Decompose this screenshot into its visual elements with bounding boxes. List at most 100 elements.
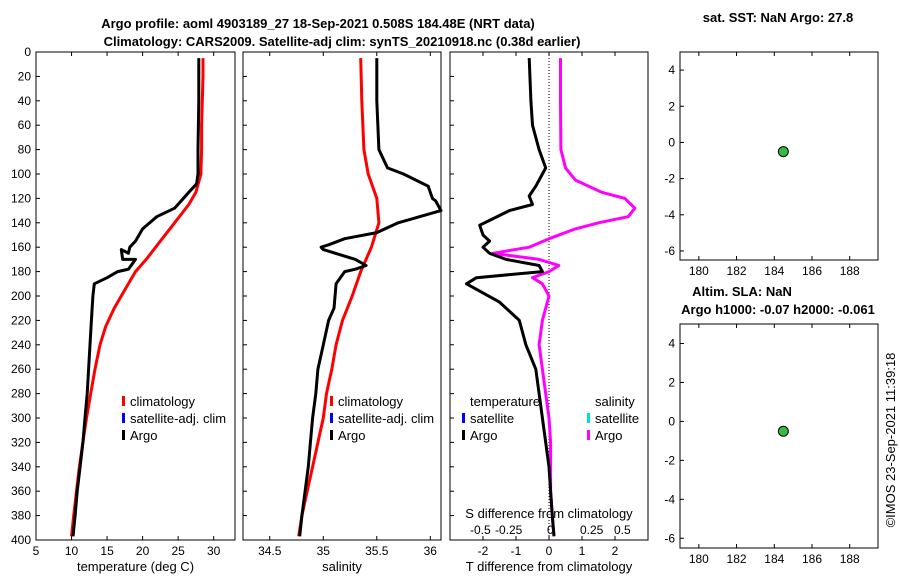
depth-tick-label: 300: [11, 411, 31, 425]
depth-tick-label: 340: [11, 460, 31, 474]
difference-legend-temperature-title: temperature: [470, 394, 540, 409]
salinity-legend-argo-swatch: [330, 430, 333, 440]
salinity-legend-climatology-label: climatology: [338, 394, 404, 409]
sst-panel-frame: [679, 51, 879, 261]
difference-legend-temperature-satellite-swatch: [462, 413, 465, 423]
salinity-xtick-label: 35.5: [365, 544, 389, 558]
sla-xtick-label: 182: [727, 552, 747, 566]
salinity-legend-satellite-label: satellite-adj. clim: [338, 411, 434, 426]
salinity-climatology-line: [297, 58, 381, 537]
sla-ytick-label: 2: [668, 375, 675, 389]
depth-tick-label: 160: [11, 240, 31, 254]
sst-xtick-label: 182: [727, 264, 747, 278]
difference-xtick-label: 2: [612, 544, 619, 558]
difference-salinity-argo-line: [491, 58, 637, 537]
temperature-legend-argo-label: Argo: [130, 428, 157, 443]
temperature-legend-argo-swatch: [122, 430, 125, 440]
sla-ytick-label: -6: [664, 531, 675, 545]
sst-xtick-label: 184: [764, 264, 784, 278]
salinity-argo-line: [298, 58, 443, 537]
salinity-legend-satellite-swatch: [330, 413, 333, 423]
temperature-legend-satellite-swatch: [122, 413, 125, 423]
sst-ytick-label: -6: [664, 244, 675, 258]
figure-title-line2: Climatology: CARS2009. Satellite-adj cli…: [104, 34, 581, 49]
figure-title-line1: Argo profile: aoml 4903189_27 18-Sep-202…: [101, 16, 535, 31]
temperature-climatology-line: [70, 58, 205, 537]
sla-ytick-label: 4: [668, 336, 675, 350]
salinity-xtick-label: 35: [317, 544, 331, 558]
sst-xtick-label: 186: [802, 264, 822, 278]
difference-legend-temperature-satellite-label: satellite: [470, 411, 514, 426]
difference-legend-salinity-argo-swatch: [587, 430, 590, 440]
difference-legend-temperature-argo-label: Argo: [470, 428, 497, 443]
temperature-xtick-label: 5: [33, 544, 40, 558]
difference-xtick2-label: 0.25: [580, 523, 604, 537]
imos-watermark: ©IMOS 23-Sep-2021 11:39:18: [883, 353, 898, 528]
sst-ytick-label: -4: [664, 208, 675, 222]
temperature-legend-satellite-label: satellite-adj. clim: [130, 411, 226, 426]
difference-xtick2-label: -0.5: [470, 523, 491, 537]
depth-tick-label: 0: [24, 45, 31, 59]
sst-ytick-label: -2: [664, 172, 675, 186]
difference-temperature-argo-line: [465, 58, 556, 537]
sla-ytick-label: 0: [668, 414, 675, 428]
depth-tick-label: 100: [11, 167, 31, 181]
sst-ytick-label: 4: [668, 63, 675, 77]
difference-xlabel: T difference from climatology: [466, 559, 633, 574]
depth-tick-label: 320: [11, 435, 31, 449]
temperature-xtick-label: 15: [100, 544, 114, 558]
sst-argo-position-marker: [777, 146, 789, 158]
sla-xtick-label: 180: [689, 552, 709, 566]
sla-panel-title-line2: Argo h1000: -0.07 h2000: -0.061: [681, 302, 875, 317]
salinity-xtick-label: 36: [424, 544, 438, 558]
depth-tick-label: 80: [18, 143, 32, 157]
sla-ytick-label: -4: [664, 492, 675, 506]
depth-tick-label: 120: [11, 191, 31, 205]
difference-legend-temperature-argo-swatch: [462, 430, 465, 440]
depth-tick-label: 60: [18, 118, 32, 132]
difference-xtick-label: -1: [511, 544, 522, 558]
difference-xtick-label: 1: [579, 544, 586, 558]
temperature-xtick-label: 10: [65, 544, 79, 558]
difference-legend-salinity-satellite-swatch: [587, 413, 590, 423]
temperature-panel-frame: [35, 51, 236, 541]
salinity-xtick-label: 34.5: [258, 544, 282, 558]
sst-xtick-label: 188: [840, 264, 860, 278]
salinity-xlabel: salinity: [322, 559, 362, 574]
difference-xlabel2: S difference from climatology: [465, 506, 633, 521]
difference-legend-salinity-satellite-label: satellite: [595, 411, 639, 426]
salinity-panel-frame: [242, 51, 442, 541]
salinity-legend-climatology-swatch: [330, 396, 333, 406]
depth-tick-label: 260: [11, 362, 31, 376]
sla-ytick-label: -2: [664, 453, 675, 467]
difference-xtick2-label: 0: [547, 523, 554, 537]
temperature-legend-climatology-label: climatology: [130, 394, 196, 409]
temperature-xtick-label: 25: [171, 544, 185, 558]
sla-xtick-label: 188: [840, 552, 860, 566]
sla-argo-position-marker: [777, 425, 789, 437]
sst-ytick-label: 0: [668, 135, 675, 149]
depth-tick-label: 220: [11, 313, 31, 327]
depth-tick-label: 360: [11, 484, 31, 498]
depth-tick-label: 200: [11, 289, 31, 303]
depth-tick-label: 140: [11, 216, 31, 230]
temperature-xtick-label: 20: [136, 544, 150, 558]
difference-xtick-label: 0: [546, 544, 553, 558]
difference-xtick2-label: -0.25: [495, 523, 523, 537]
difference-xtick2-label: 0.5: [614, 523, 631, 537]
depth-tick-label: 400: [11, 533, 31, 547]
temperature-xlabel: temperature (deg C): [77, 559, 194, 574]
sla-panel-frame: [679, 323, 879, 549]
depth-tick-label: 40: [18, 94, 32, 108]
depth-tick-label: 180: [11, 265, 31, 279]
salinity-legend-argo-label: Argo: [338, 428, 365, 443]
temperature-legend-climatology-swatch: [122, 396, 125, 406]
depth-tick-label: 240: [11, 338, 31, 352]
sla-xtick-label: 184: [764, 552, 784, 566]
depth-tick-label: 280: [11, 387, 31, 401]
chart-layer: 0204060801001201401601802002202402602803…: [11, 45, 879, 574]
sla-panel-title-line1: Altim. SLA: NaN: [692, 284, 792, 299]
sst-panel-title: sat. SST: NaN Argo: 27.8: [703, 10, 854, 25]
sla-xtick-label: 186: [802, 552, 822, 566]
